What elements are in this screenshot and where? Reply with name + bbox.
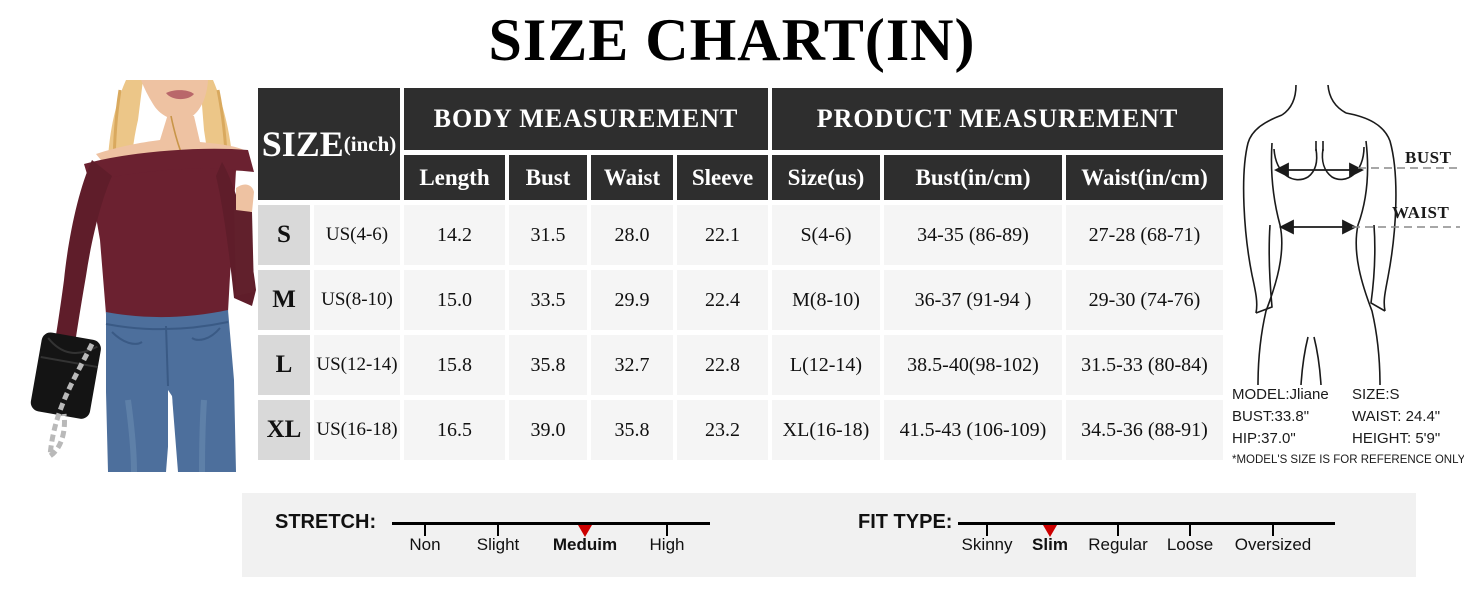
col-header-bust-incm: Bust(in/cm) (884, 155, 1062, 200)
col-header-bust: Bust (509, 155, 587, 200)
model-info-row: BUST:33.8" WAIST: 24.4" (1232, 406, 1460, 428)
attributes-bar: STRETCH: Non Slight Meduim High FIT TYPE… (242, 493, 1416, 577)
row-xl-product-size: XL(16-18) (772, 400, 880, 460)
model-info-row: HIP:37.0" HEIGHT: 5'9" (1232, 428, 1460, 450)
model-info-row: MODEL:Jliane SIZE:S (1232, 384, 1460, 406)
stretch-option-slight: Slight (476, 535, 520, 554)
size-header-unit: (inch) (343, 131, 397, 156)
row-s-size: S (258, 205, 310, 265)
row-m-product-waist: 29-30 (74-76) (1066, 270, 1223, 330)
fit-tick-loose (1189, 524, 1191, 536)
bust-label: BUST (1405, 148, 1452, 167)
fit-option-slim: Slim (1032, 535, 1068, 554)
row-l-product-size: L(12-14) (772, 335, 880, 395)
top-body (90, 168, 236, 318)
stretch-tick-high (666, 524, 668, 536)
fit-marker-icon (1043, 525, 1057, 537)
purse-chain (47, 342, 95, 461)
row-s-length: 14.2 (404, 205, 505, 265)
size-header-main: SIZE (261, 124, 344, 164)
row-l-waist: 32.7 (591, 335, 673, 395)
row-xl-bust: 39.0 (509, 400, 587, 460)
stretch-marker-icon (578, 525, 592, 537)
row-m-us: US(8-10) (314, 270, 400, 330)
size-table: SIZE (inch) BODY MEASUREMENT PRODUCT MEAS… (258, 88, 1223, 460)
row-xl-waist: 35.8 (591, 400, 673, 460)
model-footnote: *MODEL'S SIZE IS FOR REFERENCE ONLY (1232, 454, 1464, 466)
row-s-product-bust: 34-35 (86-89) (884, 205, 1062, 265)
model-height: HEIGHT: 5'9" (1352, 430, 1441, 447)
product-measurement-header: PRODUCT MEASUREMENT (772, 88, 1223, 150)
row-xl-length: 16.5 (404, 400, 505, 460)
fit-type-label: FIT TYPE: (858, 511, 953, 533)
stretch-label: STRETCH: (275, 511, 377, 533)
row-xl-size: XL (258, 400, 310, 460)
row-m-bust: 33.5 (509, 270, 587, 330)
model-hip: HIP:37.0" (1232, 430, 1296, 447)
top-right-forearm (234, 208, 254, 296)
fit-tick-regular (1117, 524, 1119, 536)
row-s-us: US(4-6) (314, 205, 400, 265)
row-m-waist: 29.9 (591, 270, 673, 330)
row-xl-sleeve: 23.2 (677, 400, 768, 460)
row-s-product-waist: 27-28 (68-71) (1066, 205, 1223, 265)
row-l-us: US(12-14) (314, 335, 400, 395)
row-m-product-size: M(8-10) (772, 270, 880, 330)
row-m-sleeve: 22.4 (677, 270, 768, 330)
row-l-size: L (258, 335, 310, 395)
col-header-length: Length (404, 155, 505, 200)
row-s-waist: 28.0 (591, 205, 673, 265)
fit-option-loose: Loose (1166, 535, 1214, 554)
fit-type-scale-line (958, 522, 1335, 525)
hand (236, 184, 254, 212)
row-xl-product-bust: 41.5-43 (106-109) (884, 400, 1062, 460)
face (141, 80, 208, 121)
row-m-length: 15.0 (404, 270, 505, 330)
stretch-option-non: Non (409, 535, 441, 554)
model-size: SIZE:S (1352, 386, 1400, 403)
body-measurement-header: BODY MEASUREMENT (404, 88, 768, 150)
row-m-size: M (258, 270, 310, 330)
model-info: MODEL:Jliane SIZE:S BUST:33.8" WAIST: 24… (1232, 384, 1464, 466)
model-bust: BUST:33.8" (1232, 408, 1310, 425)
row-l-bust: 35.8 (509, 335, 587, 395)
stretch-scale-line (392, 522, 710, 525)
model-name: MODEL:Jliane (1232, 386, 1329, 403)
purse (30, 332, 101, 419)
row-m-product-bust: 36-37 (91-94 ) (884, 270, 1062, 330)
col-header-waist-incm: Waist(in/cm) (1066, 155, 1223, 200)
col-header-size-us: Size(us) (772, 155, 880, 200)
col-header-waist: Waist (591, 155, 673, 200)
row-xl-product-waist: 34.5-36 (88-91) (1066, 400, 1223, 460)
lips (166, 90, 194, 100)
model-waist: WAIST: 24.4" (1352, 408, 1441, 425)
fit-option-skinny: Skinny (961, 535, 1013, 554)
row-s-sleeve: 22.1 (677, 205, 768, 265)
stretch-tick-slight (497, 524, 499, 536)
waist-arrow (1278, 219, 1358, 235)
row-l-sleeve: 22.8 (677, 335, 768, 395)
fit-tick-skinny (986, 524, 988, 536)
bust-arrow (1273, 162, 1365, 178)
row-l-product-waist: 31.5-33 (80-84) (1066, 335, 1223, 395)
waist-label: WAIST (1392, 203, 1450, 222)
row-s-bust: 31.5 (509, 205, 587, 265)
top-left-sleeve (48, 160, 112, 388)
stretch-tick-non (424, 524, 426, 536)
fit-option-oversized: Oversized (1234, 535, 1312, 554)
product-photo (30, 80, 256, 472)
body-measurement-figure (1242, 85, 1460, 385)
page-title: SIZE CHART(IN) (488, 7, 976, 73)
row-xl-us: US(16-18) (314, 400, 400, 460)
fit-tick-oversized (1272, 524, 1274, 536)
row-s-product-size: S(4-6) (772, 205, 880, 265)
size-column-header: SIZE (inch) (258, 88, 400, 200)
col-header-sleeve: Sleeve (677, 155, 768, 200)
row-l-length: 15.8 (404, 335, 505, 395)
stretch-option-high: High (649, 535, 685, 554)
row-l-product-bust: 38.5-40(98-102) (884, 335, 1062, 395)
fit-option-regular: Regular (1088, 535, 1148, 554)
stretch-option-meduim: Meduim (552, 535, 618, 554)
